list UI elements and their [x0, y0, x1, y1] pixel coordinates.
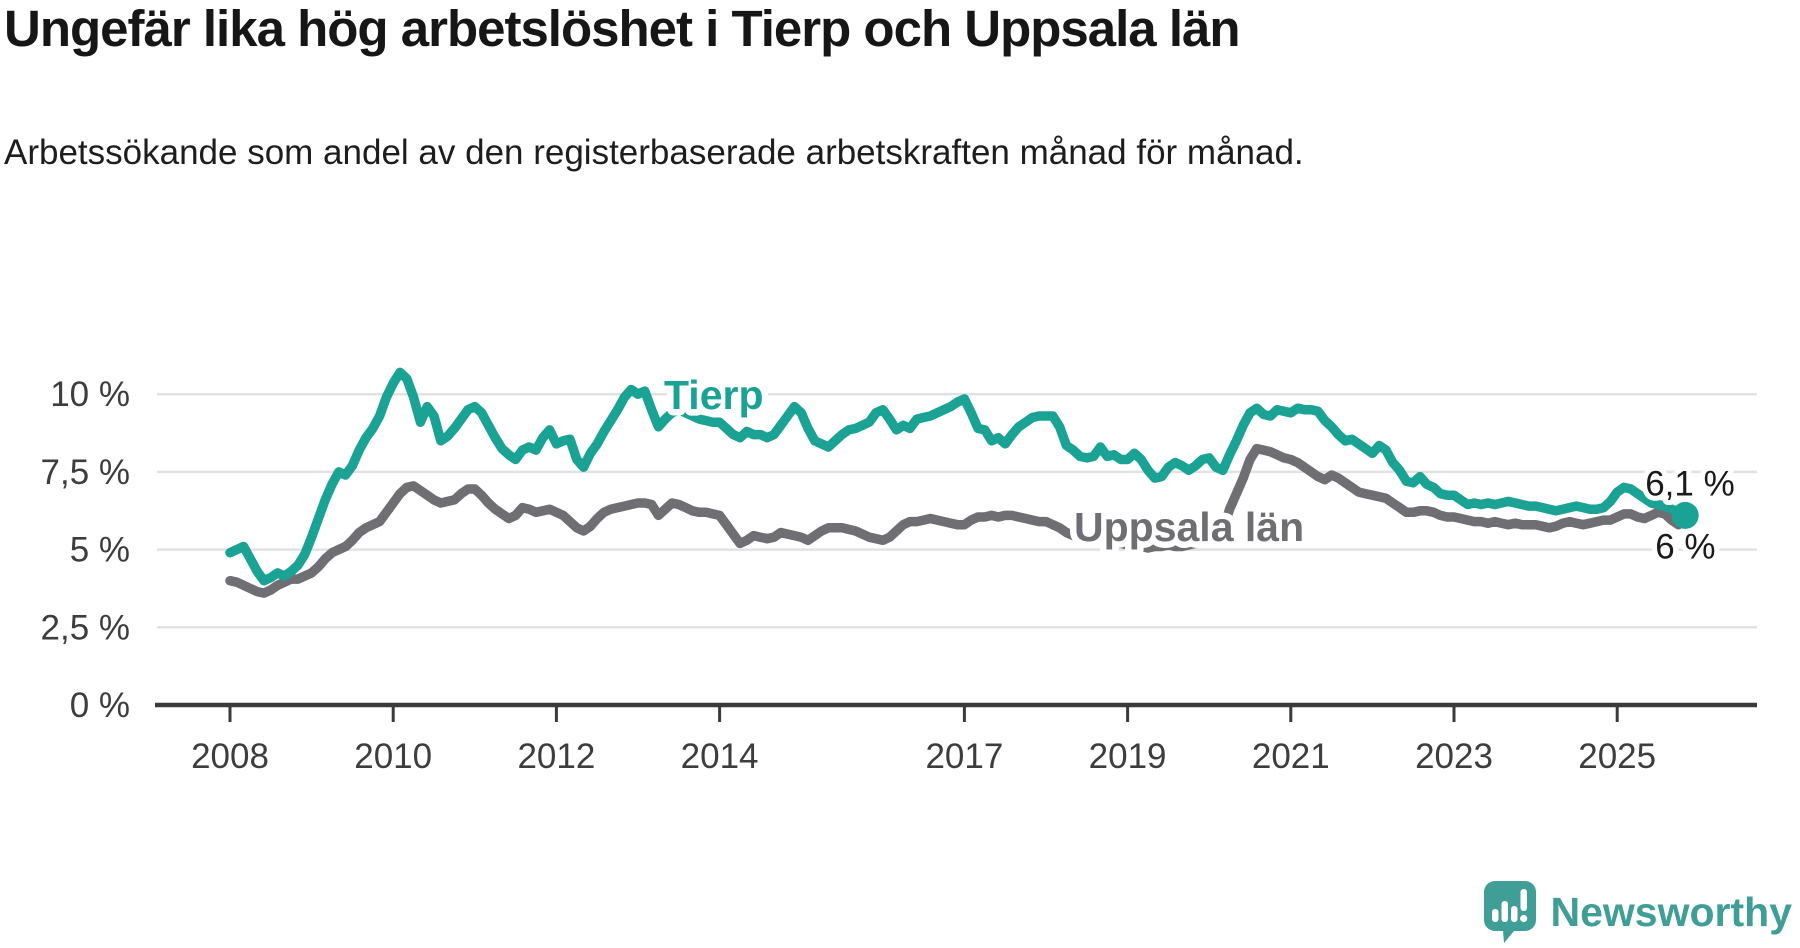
exclamation-bar: [1520, 889, 1527, 911]
x-axis-tick-label: 2025: [1578, 737, 1656, 776]
newsworthy-brand-link[interactable]: Newsworthy: [1482, 880, 1793, 944]
x-axis-tick-label: 2021: [1252, 737, 1330, 776]
series-line-uppsala-län: [225, 443, 1690, 598]
series-line-tierp: [225, 367, 1690, 586]
brand-name: Newsworthy: [1550, 888, 1793, 935]
x-axis-tick-label: 2023: [1415, 737, 1493, 776]
y-axis-tick-label: 10 %: [50, 375, 130, 414]
x-axis-tick-label: 2019: [1089, 737, 1167, 776]
x-axis-tick-label: 2010: [354, 737, 432, 776]
end-label-tierp: 6,1 %: [1645, 464, 1735, 503]
series-label: Uppsala län: [1074, 504, 1304, 550]
x-axis-tick-label: 2017: [925, 737, 1003, 776]
y-axis-tick-label: 0 %: [70, 686, 130, 725]
newsworthy-logo-icon: [1483, 881, 1536, 943]
series-endpoint-dot: [1671, 501, 1699, 529]
y-axis-tick-label: 2,5 %: [41, 608, 131, 647]
y-axis-tick-label: 5 %: [70, 531, 130, 570]
chart-subtitle: Arbetssökande som andel av den registerb…: [4, 133, 1304, 172]
x-axis-tick-label: 2008: [191, 737, 269, 776]
speech-bubble-shape: [1483, 881, 1536, 943]
bar-1: [1491, 909, 1498, 922]
bar-2: [1501, 901, 1508, 922]
x-axis-tick-label: 2012: [517, 737, 595, 776]
y-axis-tick-label: 7,5 %: [41, 453, 131, 492]
bar-3: [1510, 906, 1517, 922]
exclamation-dot: [1519, 914, 1527, 923]
end-label-uppsala: 6 %: [1655, 528, 1715, 567]
page-title: Ungefär lika hög arbetslöshet i Tierp oc…: [4, 0, 1241, 57]
series-label: Tierp: [664, 372, 764, 418]
x-axis-tick-label: 2014: [681, 737, 759, 776]
